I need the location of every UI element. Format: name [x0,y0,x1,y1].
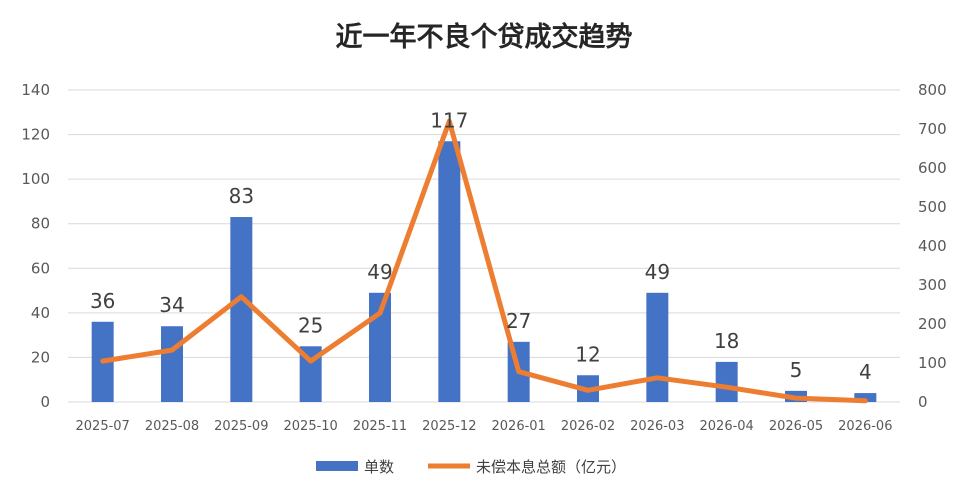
x-tick-label: 2026-05 [769,419,823,434]
bar-data-label: 27 [506,309,531,333]
right-y-tick-label: 0 [918,393,928,411]
left-y-tick-label: 80 [31,215,50,233]
left-y-tick-label: 120 [21,126,50,144]
x-tick-label: 2025-08 [145,419,199,434]
x-tick-label: 2025-09 [214,419,268,434]
legend: 单数 未偿本息总额（亿元） [316,458,626,476]
left-y-tick-label: 60 [31,259,50,277]
x-tick-label: 2026-04 [700,419,754,434]
bar [715,361,738,402]
right-y-tick-label: 100 [918,354,947,372]
bar [161,326,183,402]
chart-title: 近一年不良个贷成交趋势 [336,21,633,53]
x-tick-label: 2025-07 [76,419,130,434]
left-y-tick-label: 100 [21,170,50,188]
x-tick-label: 2026-02 [561,419,615,434]
right-y-tick-label: 500 [918,198,947,216]
bar [230,217,253,402]
x-tick-label: 2025-11 [353,419,407,434]
bar-data-label: 34 [159,293,184,317]
x-tick-label: 2025-12 [422,419,476,434]
bar-data-label: 18 [714,329,739,353]
legend-label-line: 未偿本息总额（亿元） [476,458,626,476]
bar-data-label: 49 [645,260,670,284]
x-tick-label: 2026-01 [492,419,546,434]
legend-swatch-bars [316,461,358,471]
bar-data-label: 36 [90,289,115,313]
left-y-tick-label: 40 [31,304,50,322]
bar [369,292,391,402]
right-y-tick-label: 600 [918,159,947,177]
bar [854,393,877,402]
x-tick-label: 2026-06 [838,419,892,434]
left-y-tick-label: 140 [21,81,50,99]
right-y-tick-label: 200 [918,315,947,333]
bar-data-label: 49 [367,260,392,284]
left-y-tick-label: 20 [31,348,50,366]
right-y-tick-label: 800 [918,81,947,99]
line-series [100,118,868,404]
right-y-tick-label: 300 [918,276,947,294]
x-tick-label: 2025-10 [284,419,338,434]
left-y-tick-label: 0 [40,393,50,411]
bar-data-label: 83 [229,184,254,208]
bar [438,141,461,402]
bar-data-label: 5 [790,358,803,382]
line-series-path [100,118,868,404]
bar-data-label: 25 [298,313,323,337]
legend-label-bars: 单数 [364,458,394,476]
bar-data-label: 117 [430,108,468,132]
bar-data-label: 4 [859,360,872,384]
right-y-tick-label: 700 [918,120,947,138]
bar-series [91,141,877,402]
gridlines [68,89,900,403]
left-y-axis: 0 20 40 60 80 100 120 140 [21,81,50,411]
data-labels: 36 34 83 25 49 117 27 12 49 18 5 4 [90,108,872,384]
x-tick-label: 2026-03 [630,419,684,434]
bar-data-label: 12 [575,342,600,366]
right-y-axis: 0 100 200 300 400 500 600 700 800 [918,81,947,411]
bar [646,292,669,402]
x-axis: 2025-07 2025-08 2025-09 2025-10 2025-11 2025-… [76,419,893,434]
right-y-tick-label: 400 [918,237,947,255]
